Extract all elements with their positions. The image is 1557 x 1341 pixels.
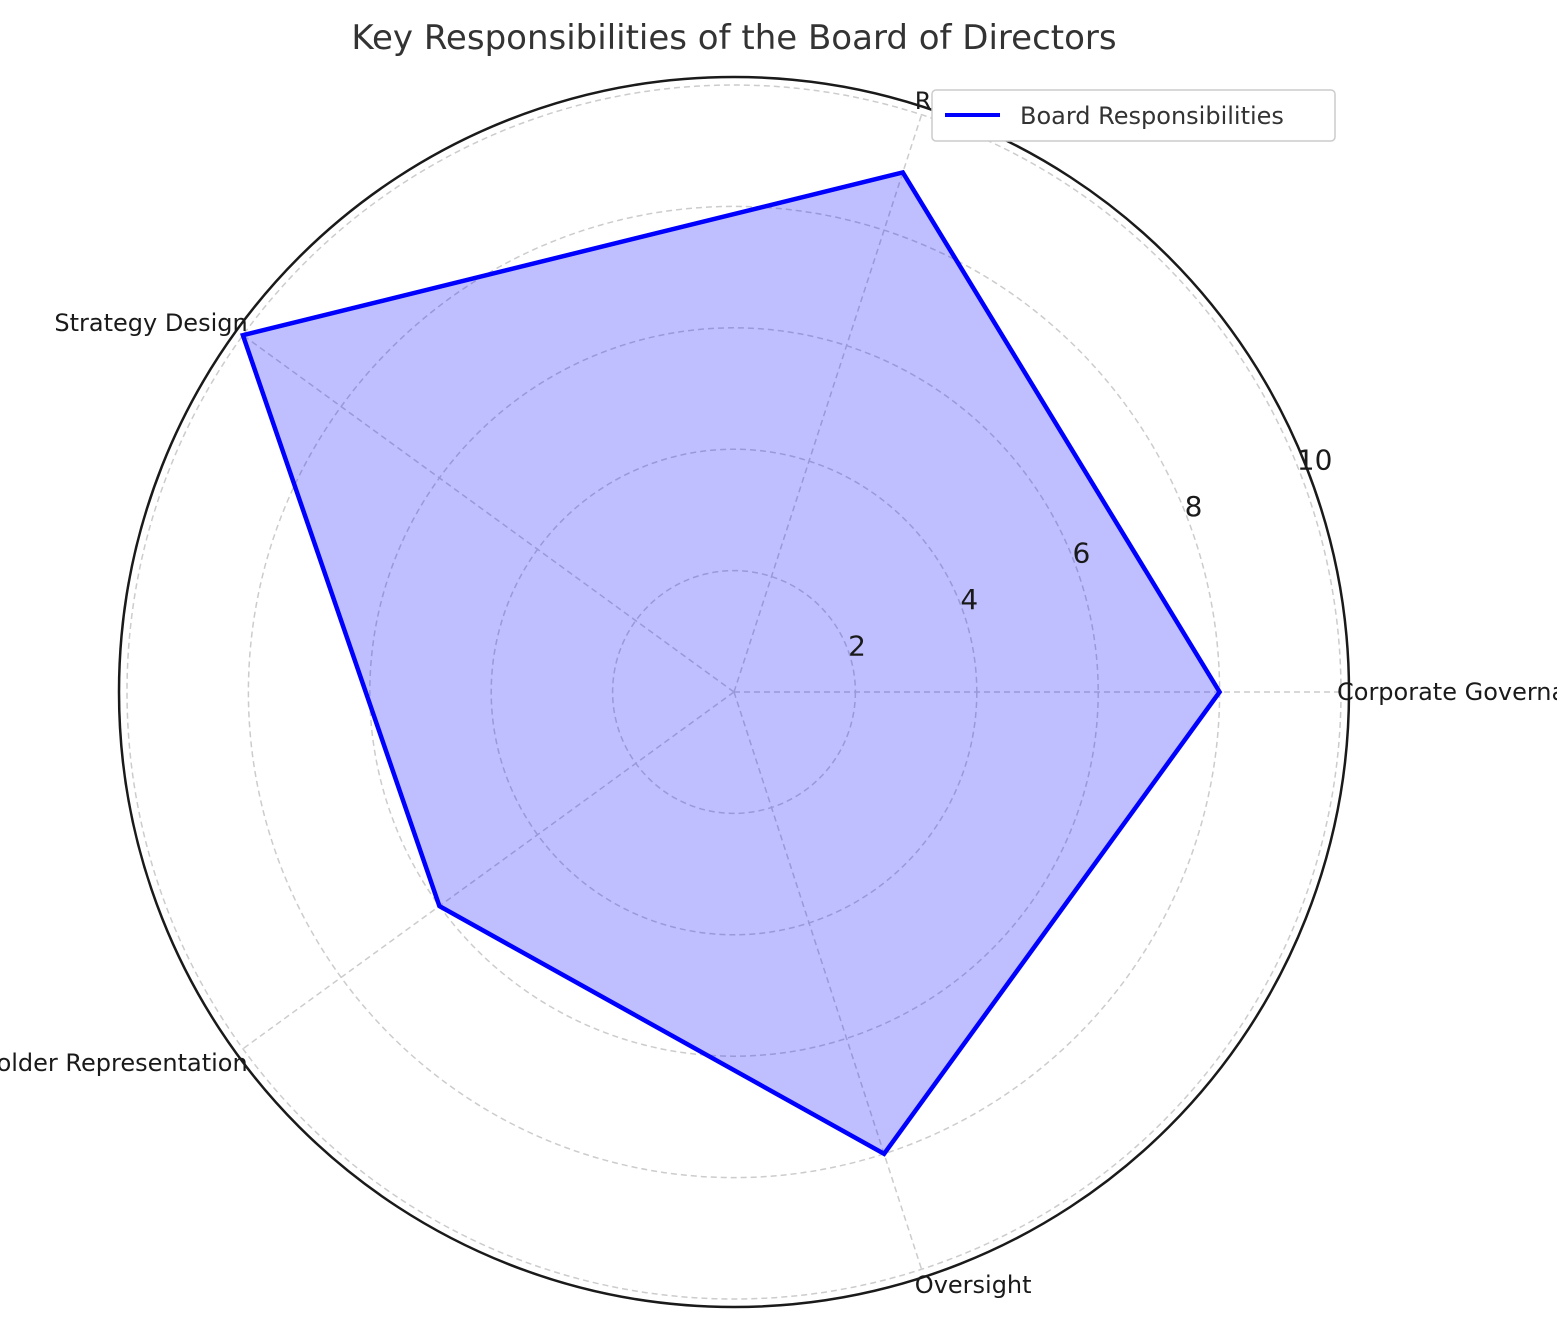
data-layer xyxy=(239,169,1223,1157)
r-tick-label: 4 xyxy=(960,583,978,616)
category-label-0: Corporate Governance xyxy=(1337,678,1557,706)
r-tick-label: 6 xyxy=(1072,537,1090,570)
grid-spoke xyxy=(733,691,923,1270)
category-label-2: Strategy Design xyxy=(54,309,247,337)
legend-label: Board Responsibilities xyxy=(1020,102,1284,130)
category-label-3: Stakeholder Representation xyxy=(0,1049,248,1077)
chart-title: Key Responsibilities of the Board of Dir… xyxy=(351,18,1116,58)
r-tick-label: 2 xyxy=(848,630,866,663)
grid-ring-10 xyxy=(126,84,1342,1300)
series-area xyxy=(242,172,1220,1154)
category-label-4: Oversight xyxy=(915,1271,1032,1299)
r-tick-label: 10 xyxy=(1297,444,1333,477)
polar-frame xyxy=(117,75,1351,1309)
legend: Board Responsibilities xyxy=(931,89,1336,142)
r-tick-label: 8 xyxy=(1185,490,1203,523)
legend-box xyxy=(931,89,1336,142)
grid-spoke xyxy=(733,114,923,693)
grid-spoke xyxy=(242,334,735,693)
series-line xyxy=(239,169,1223,1157)
grid-spoke xyxy=(242,691,735,1050)
